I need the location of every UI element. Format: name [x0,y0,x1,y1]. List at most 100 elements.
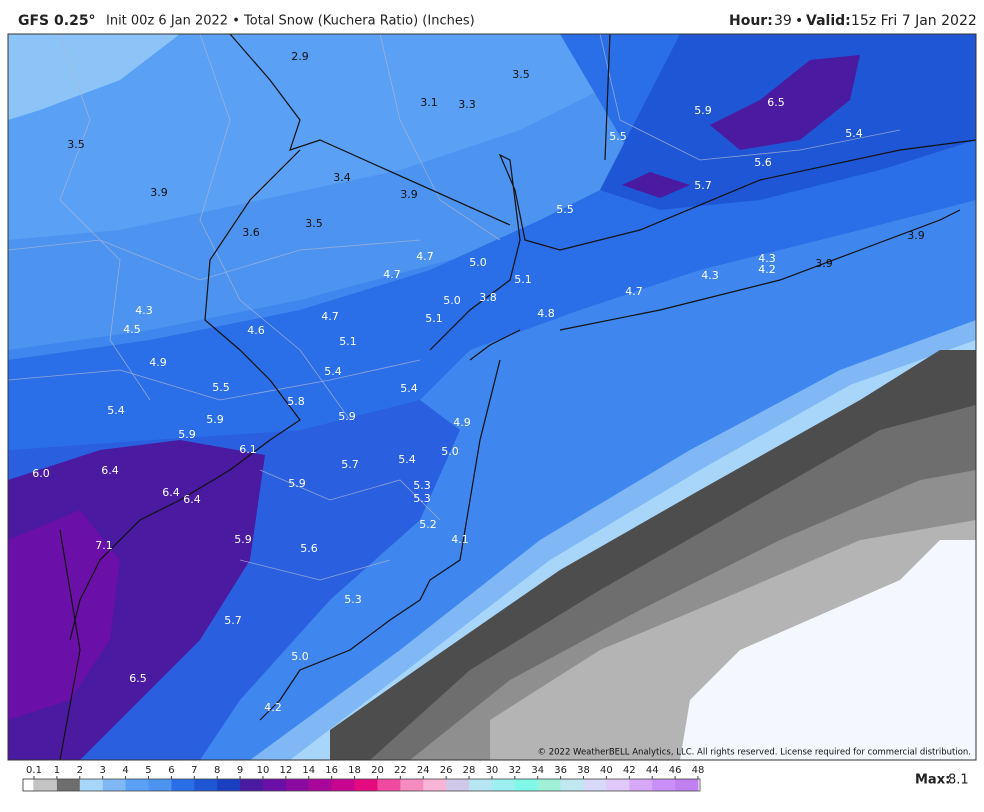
snow-label: 5.1 [425,312,443,325]
snow-field [710,55,860,150]
legend-tick-label: 0.1 [26,765,42,776]
legend-tick-label: 44 [646,765,659,776]
snow-label: 3.9 [150,186,168,199]
legend-swatch [491,779,516,791]
snow-label: 5.4 [398,453,416,466]
legend-swatch [537,779,562,791]
legend-tick-label: 9 [237,765,243,776]
legend-tick-label: 40 [600,765,613,776]
label-layer: 2.9 3.5 3.1 3.3 5.9 6.5 5.5 5.4 3.5 5.6 5.7 3.4 3.9 3… [32,50,925,714]
legend-swatch [446,779,470,791]
legend-tick-label: 42 [623,765,636,776]
snow-label: 4.5 [123,323,141,336]
snow-label: 6.4 [162,486,180,499]
legend-swatch [377,779,401,791]
snow-label: 5.5 [212,381,230,394]
snow-label: 4.3 [701,269,719,282]
legend-swatch [240,779,264,791]
snow-label: 5.7 [341,458,359,471]
legend-tick-label: 32 [508,765,521,776]
county-borders [8,34,901,581]
snow-label: 5.4 [107,404,125,417]
legend-swatch [79,779,104,791]
legend-swatch [171,779,195,791]
snow-label: 5.3 [413,492,431,505]
snow-label: 4.7 [383,268,401,281]
snow-label: 5.5 [556,203,574,216]
legend-tick-label: 22 [394,765,407,776]
legend-tick-label: 28 [463,765,476,776]
snow-label: 4.9 [453,416,471,429]
legend-swatch [285,779,310,791]
snow-label: 4.3 [135,304,153,317]
legend-tick-label: 4 [122,765,128,776]
legend-swatch [560,779,585,791]
legend-tick-label: 14 [302,765,315,776]
legend-tick-label: 18 [348,765,361,776]
snow-field [8,34,700,240]
legend-swatch [148,779,172,791]
snow-label: 6.0 [32,467,50,480]
legend-swatch [22,778,35,792]
snow-label: 4.8 [537,307,555,320]
snow-field [622,172,690,198]
snow-label: 6.1 [239,443,257,456]
snow-label: 3.8 [479,291,497,304]
snow-label: 5.5 [609,130,627,143]
snow-label: 5.3 [413,479,431,492]
snow-label: 5.0 [469,256,487,269]
legend-tick-label: 2 [77,765,83,776]
snow-label: 5.4 [400,382,418,395]
snow-label: 5.3 [344,593,362,606]
legend-swatch [194,779,218,791]
legend-swatch [331,779,356,791]
legend-tick-label: 7 [191,765,197,776]
snow-label: 5.0 [443,294,461,307]
snow-label: 4.7 [321,310,339,323]
snow-label: 4.7 [416,250,434,263]
snow-label: 5.9 [178,428,196,441]
legend-tick-label: 6 [168,765,174,776]
legend-swatch [400,779,424,791]
snow-label: 5.9 [234,533,252,546]
legend-tick-label: 36 [554,765,567,776]
legend-tick-label: 38 [577,765,590,776]
model-name: GFS 0.25° [18,13,96,29]
snow-label: 3.9 [400,188,418,201]
legend-tick-label: 24 [417,765,430,776]
legend-tick-label: 48 [692,765,705,776]
snow-label: 4.3 [758,252,776,265]
snow-label: 3.5 [305,217,323,230]
legend-frame [22,778,701,792]
snow-label: 6.5 [767,96,785,109]
snow-label: 5.0 [441,445,459,458]
snow-label: 4.2 [758,263,776,276]
snow-label: 5.7 [224,614,242,627]
legend-swatch [56,779,81,791]
legend-swatch [102,779,127,791]
separator: • [795,13,803,29]
legend-swatch [606,779,630,791]
snow-label: 5.9 [288,477,306,490]
legend-swatch [217,779,241,791]
snow-label: 3.3 [458,98,476,111]
snow-label: 3.9 [907,229,925,242]
legend-tick-label: 20 [371,765,384,776]
snow-label: 5.9 [338,410,356,423]
snow-label: 4.9 [149,356,167,369]
legend-swatch [469,779,493,791]
valid-label: Valid: [806,13,851,29]
snow-label: 5.1 [339,335,357,348]
snow-label: 4.2 [264,701,282,714]
snow-label: 5.9 [206,413,224,426]
legend-tick-label: 46 [669,765,682,776]
legend-tick-label: 30 [486,765,499,776]
legend-swatch [262,779,287,791]
legend-tick-label: 12 [279,765,292,776]
snow-label: 5.1 [514,273,532,286]
map-description: Init 00z 6 Jan 2022 • Total Snow (Kucher… [106,14,475,29]
legend-swatch [652,779,676,791]
legend: 0.1 1 2 3 4 5 6 7 8 9 10 12 14 16 18 20 22 24 26 28 30 32 34 36… [22,765,705,792]
legend-tick-label: 3 [100,765,106,776]
